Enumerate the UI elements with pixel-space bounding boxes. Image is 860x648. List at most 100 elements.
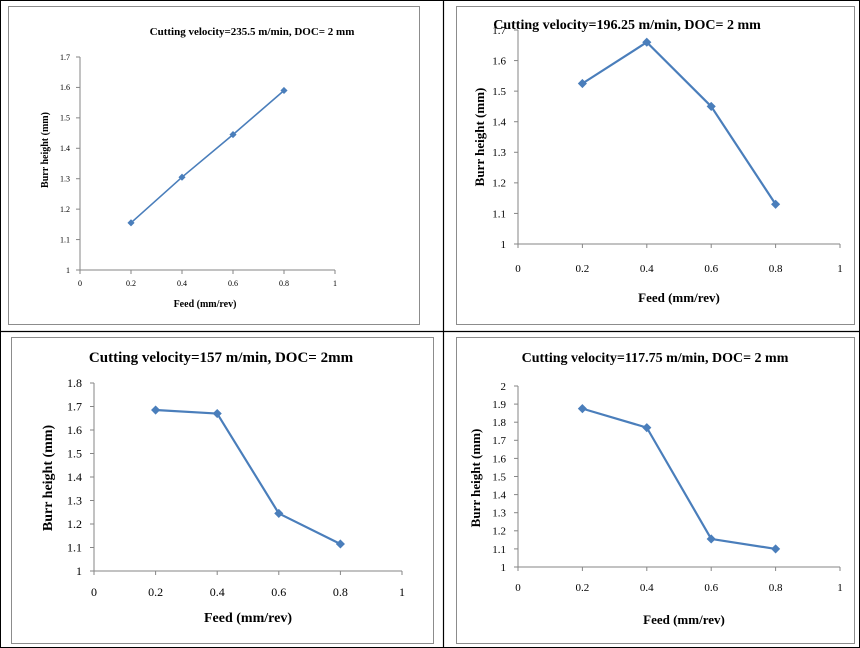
y-tick-label: 1.3 [492, 147, 506, 159]
data-point [127, 219, 135, 227]
chart-frame-4 [456, 337, 855, 644]
data-point [642, 37, 652, 47]
y-tick-label: 1.4 [492, 117, 506, 129]
y-tick-label: 1 [501, 239, 507, 251]
data-point [274, 508, 284, 518]
y-tick-label: 1.6 [492, 453, 506, 465]
y-tick-label: 1.6 [67, 423, 82, 437]
data-point [335, 539, 345, 549]
chart-frame-1 [8, 6, 420, 325]
chart-cv-196-25: Cutting velocity=196.25 m/min, DOC= 2 mm… [472, 18, 843, 305]
y-tick-label: 1 [76, 564, 82, 578]
y-axis-label: Burr height (mm) [468, 429, 483, 528]
x-tick-label: 0.6 [704, 263, 718, 275]
x-tick-label: 1 [333, 279, 337, 288]
x-tick-label: 0 [78, 279, 82, 288]
y-tick-label: 1.1 [67, 541, 82, 555]
data-point [577, 404, 587, 414]
y-tick-label: 1.8 [492, 417, 506, 429]
x-tick-label: 0.6 [228, 279, 238, 288]
data-point [577, 78, 587, 89]
y-tick-label: 1.6 [60, 83, 70, 92]
y-tick-label: 1.7 [492, 435, 506, 447]
x-tick-label: 0.4 [640, 582, 654, 594]
x-tick-label: 0.4 [177, 279, 187, 288]
y-tick-label: 1.3 [67, 494, 82, 508]
x-tick-label: 0.8 [333, 585, 348, 599]
chart-title: Cutting velocity=117.75 m/min, DOC= 2 mm [522, 351, 789, 366]
y-tick-label: 1.7 [60, 53, 70, 62]
y-tick-label: 1.7 [67, 400, 82, 414]
x-tick-label: 1 [399, 585, 405, 599]
x-axis-label: Feed (mm/rev) [643, 612, 725, 627]
x-tick-label: 0.2 [126, 279, 136, 288]
y-tick-label: 1.1 [492, 544, 506, 556]
y-tick-label: 1 [501, 562, 507, 574]
data-point [706, 534, 716, 544]
y-tick-label: 1.5 [60, 114, 70, 123]
chart-title: Cutting velocity=157 m/min, DOC= 2mm [89, 350, 354, 366]
y-tick-label: 1.1 [492, 208, 506, 220]
y-tick-label: 1.2 [67, 517, 82, 531]
x-tick-label: 0 [91, 585, 97, 599]
y-tick-label: 1.9 [492, 399, 506, 411]
series-line [130, 89, 285, 224]
y-tick-label: 1.6 [492, 55, 506, 67]
y-tick-label: 1.2 [492, 178, 506, 190]
x-tick-label: 0.4 [210, 585, 225, 599]
y-tick-label: 1.5 [492, 86, 506, 98]
data-point [771, 544, 781, 554]
y-tick-label: 1.2 [60, 205, 70, 214]
x-axis-label: Feed (mm/rev) [638, 290, 720, 305]
series-line [155, 408, 341, 545]
chart-cv-235-5: Cutting velocity=235.5 m/min, DOC= 2 mm 1… [40, 26, 355, 310]
data-point [151, 405, 161, 415]
data-point [771, 199, 781, 209]
x-tick-label: 0.4 [640, 263, 654, 275]
y-tick-label: 1.3 [492, 508, 506, 520]
data-point [642, 423, 652, 433]
x-tick-label: 0.8 [769, 263, 783, 275]
y-tick-label: 1.2 [492, 526, 506, 538]
y-axis-label: Burr height (mm) [472, 88, 487, 187]
x-tick-label: 0.2 [576, 582, 590, 594]
x-tick-label: 0 [515, 263, 521, 275]
x-tick-label: 0.8 [279, 279, 289, 288]
data-point [212, 408, 222, 419]
x-tick-label: 1 [837, 263, 843, 275]
y-tick-label: 1.7 [492, 25, 506, 37]
x-tick-label: 0.6 [704, 582, 718, 594]
y-tick-label: 1.8 [67, 376, 82, 390]
x-axis-label: Feed (mm/rev) [204, 611, 292, 626]
y-tick-label: 2 [501, 381, 507, 393]
chart-title: Cutting velocity=235.5 m/min, DOC= 2 mm [150, 26, 355, 38]
y-axis-label: Burr height (mm) [41, 425, 56, 532]
y-tick-label: 1.5 [492, 471, 506, 483]
x-tick-label: 0.2 [576, 263, 590, 275]
x-tick-label: 0.2 [148, 585, 163, 599]
chart-cv-157: Cutting velocity=157 m/min, DOC= 2mm 1 1.1… [41, 350, 405, 626]
y-tick-label: 1.5 [67, 447, 82, 461]
y-tick-label: 1.4 [60, 144, 70, 153]
series-line [581, 41, 777, 205]
chart-frame-3 [11, 337, 434, 644]
x-tick-label: 0 [515, 582, 521, 594]
y-tick-label: 1.4 [492, 489, 506, 501]
y-axis-label: Burr height (mm) [40, 112, 51, 188]
x-axis-label: Feed (mm/rev) [174, 299, 237, 310]
y-tick-label: 1 [66, 266, 70, 275]
chart-title: Cutting velocity=196.25 m/min, DOC= 2 mm [493, 18, 761, 33]
x-tick-label: 0.8 [769, 582, 783, 594]
y-tick-label: 1.4 [67, 470, 82, 484]
x-tick-label: 1 [837, 582, 843, 594]
chart-frame-2 [456, 6, 855, 325]
data-point [280, 86, 288, 95]
y-tick-label: 1.1 [60, 235, 70, 244]
y-tick-label: 1.3 [60, 175, 70, 184]
data-point [706, 101, 716, 111]
data-point [178, 173, 186, 181]
chart-cv-117-75: Cutting velocity=117.75 m/min, DOC= 2 mm… [468, 351, 843, 627]
series-line [582, 407, 776, 550]
x-tick-label: 0.6 [271, 585, 286, 599]
data-point [229, 131, 237, 139]
